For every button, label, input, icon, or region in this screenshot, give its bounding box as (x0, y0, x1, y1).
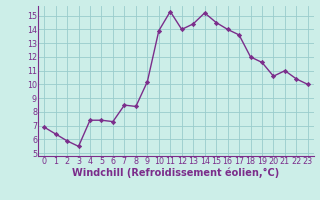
X-axis label: Windchill (Refroidissement éolien,°C): Windchill (Refroidissement éolien,°C) (72, 168, 280, 178)
